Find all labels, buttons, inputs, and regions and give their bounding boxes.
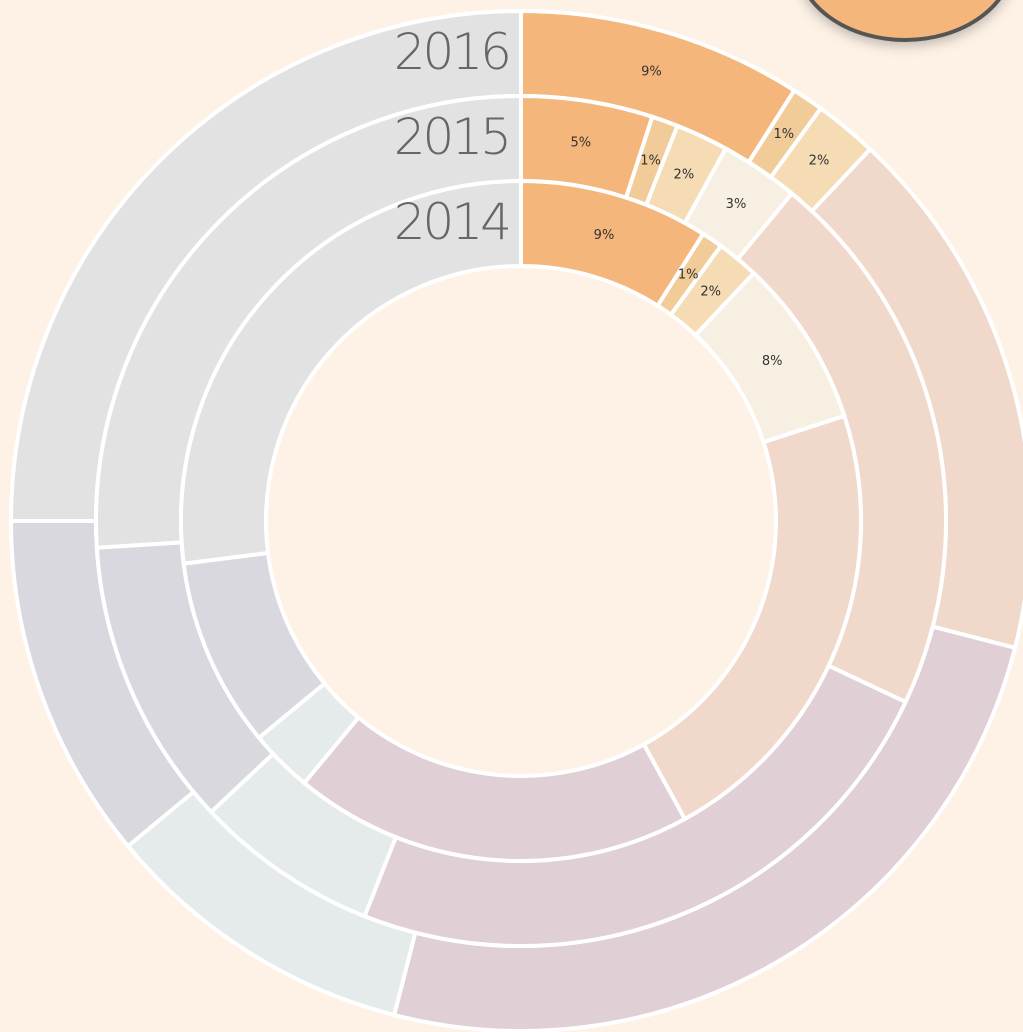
data-label: 9%	[594, 228, 615, 243]
data-label: 1%	[678, 267, 699, 282]
data-label: 5%	[571, 136, 592, 151]
data-label: 8%	[762, 354, 783, 369]
ring-year-label: 2016	[394, 23, 509, 81]
data-label: 9%	[641, 65, 662, 80]
data-label: 2%	[700, 284, 721, 299]
data-label: 3%	[726, 197, 747, 212]
data-label: 1%	[773, 127, 794, 142]
donut-segment	[179, 178, 523, 566]
ring-year-label: 2014	[394, 193, 509, 251]
ring-year-label: 2015	[394, 108, 509, 166]
decor-blob	[808, 0, 1002, 42]
data-label: 2%	[674, 167, 695, 182]
data-label: 1%	[640, 154, 661, 169]
data-label: 2%	[809, 153, 830, 168]
